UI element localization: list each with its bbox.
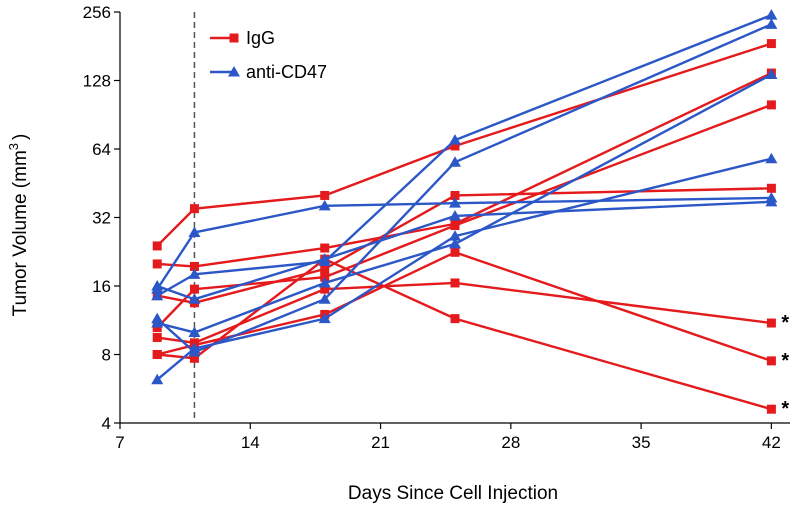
y-tick-label: 64 [92,140,111,159]
data-point [450,247,460,257]
data-point [766,100,776,110]
data-point [449,237,461,249]
legend-item-igg: IgG [210,28,275,48]
legend-item-anti-cd47: anti-CD47 [210,62,327,82]
data-point [320,284,330,294]
series-layer [151,9,778,414]
y-tick-label: 8 [102,346,111,365]
data-point [766,39,776,49]
annotation-layer: * * * [781,312,789,420]
data-point [318,293,331,304]
legend: IgG anti-CD47 [210,28,327,82]
data-point [189,284,199,294]
igg-series-1 [152,39,776,251]
x-tick-label: 21 [371,433,390,452]
data-point [151,317,164,328]
data-point [766,356,776,366]
data-point [318,276,331,288]
data-point [152,350,162,359]
data-point [765,152,778,164]
data-point [450,278,460,288]
data-point [188,326,201,337]
data-point [450,190,460,200]
data-point [450,221,460,231]
data-point [449,230,461,241]
data-point [450,314,460,324]
data-point [318,199,331,211]
data-point [151,289,164,301]
igg-series-7 [152,254,776,414]
y-tick-label: 128 [83,72,111,91]
data-point [765,18,778,29]
igg-series-6 [152,247,776,366]
x-tick-label: 42 [762,433,781,452]
y-axis-title: Tumor Volume (mm3) [6,134,31,317]
data-point [320,243,330,253]
data-point [765,9,778,20]
y-tick-label: 16 [92,277,111,296]
x-tick-label: 35 [632,433,651,452]
data-point [152,241,162,251]
data-point [318,253,331,264]
data-point [449,156,461,167]
data-point [766,183,776,193]
x-tick-label: 28 [501,433,520,452]
data-point [449,209,461,221]
significance-asterisk: * [781,350,789,372]
x-tick-label: 7 [115,433,124,452]
y-tick-label: 32 [92,209,111,228]
data-point [152,333,162,343]
series-line [157,281,772,345]
significance-asterisk: * [781,312,789,334]
legend-label: anti-CD47 [246,62,327,82]
data-point [450,141,460,151]
axes: 4 8 16 32 64 128 256 7 14 21 28 35 42 [83,3,790,452]
data-point [449,197,461,208]
data-point [320,190,330,200]
y-axis-title-superscript: 3 [6,143,21,150]
y-axis-title-close: ) [10,134,31,140]
significance-asterisk: * [781,398,789,420]
series-line [156,14,772,297]
y-tick-label: 256 [83,3,111,22]
data-point [449,134,461,145]
data-point [318,312,331,324]
data-point [765,195,778,207]
anti-cd47-series-11 [151,68,778,337]
y-axis-title-main: Tumor Volume (mm [10,150,31,316]
data-point [189,353,199,363]
data-point [188,342,201,354]
y-tick-label: 4 [102,414,111,433]
data-point [188,268,201,279]
data-point [151,280,164,291]
igg-series-2 [152,68,776,271]
legend-marker [229,33,239,43]
data-point [151,373,164,385]
data-point [152,323,162,333]
data-point [320,264,330,274]
x-axis-title: Days Since Cell Injection [348,483,558,504]
anti-cd47-series-8 [151,191,778,294]
series-line [156,196,772,290]
data-point [152,259,162,269]
series-line [157,71,772,268]
data-point [766,404,776,414]
anti-cd47-series-13 [151,195,778,304]
data-point [765,68,778,80]
data-point [766,318,776,328]
data-point [188,293,201,304]
data-point [188,226,201,237]
legend-marker [228,66,240,77]
data-point [189,261,199,271]
x-tick-label: 14 [241,433,260,452]
legend-label: IgG [246,28,275,48]
data-point [189,204,199,214]
